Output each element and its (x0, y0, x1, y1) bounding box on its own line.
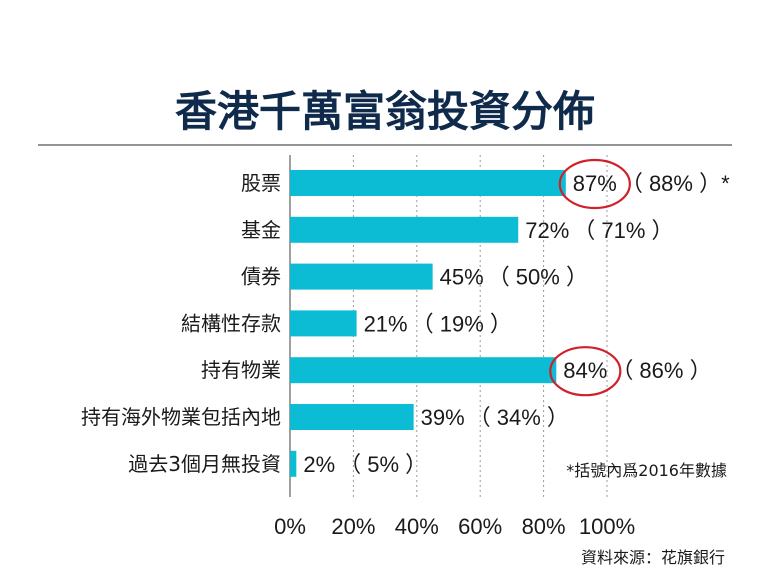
value-label: 2% (303, 452, 335, 477)
category-label: 股票 (241, 171, 281, 195)
comparison-label: （ 71% ） (573, 218, 673, 243)
comparison-label: （ 50% ） (488, 265, 588, 290)
category-label: 過去3個月無投資 (128, 452, 281, 476)
bar (290, 263, 433, 290)
x-tick-label: 0% (274, 514, 306, 539)
comparison-label: （ 5% ） (339, 452, 427, 477)
highlight-circle (558, 158, 631, 210)
value-label: 39% (421, 405, 465, 430)
bar (290, 170, 566, 196)
bar (290, 357, 557, 384)
comparison-label: （ 19% ） (412, 311, 512, 336)
x-axis-ticks: 0% 20% 40% 60% 80% 100% (274, 514, 635, 539)
x-tick-label: 20% (331, 514, 375, 539)
x-tick-label: 80% (522, 514, 566, 539)
bar (290, 216, 519, 243)
value-label: 21% (364, 311, 408, 336)
category-label: 持有物業 (201, 358, 281, 382)
x-tick-label: 40% (395, 514, 439, 539)
footnote: *括號內爲2016年數據 (566, 461, 727, 480)
bars (290, 170, 566, 477)
category-label: 基金 (241, 218, 281, 242)
bar (290, 310, 357, 337)
value-label: 45% (440, 265, 484, 290)
comparison-label: （ 88% ）* (621, 171, 730, 196)
value-label: 84% (563, 358, 607, 383)
comparison-label: （ 86% ） (611, 358, 711, 383)
bar (290, 450, 297, 477)
comparison-label: （ 34% ） (469, 405, 569, 430)
labels: 股票 87% （ 88% ）* 基金 72% （ 71% ） 債券 45% （ 50% ） 結構性… (81, 158, 730, 477)
chart-title: 香港千萬富翁投資分佈 (175, 87, 595, 136)
highlight-circle (549, 346, 622, 397)
x-tick-label: 100% (579, 514, 635, 539)
x-tick-label: 60% (458, 514, 502, 539)
bar (290, 404, 414, 430)
category-label: 結構性存款 (181, 311, 281, 335)
value-label: 87% (573, 171, 617, 196)
value-label: 72% (525, 218, 569, 243)
source-credit: 資料來源：花旗銀行 (581, 548, 725, 567)
category-label: 債券 (241, 265, 281, 289)
category-label: 持有海外物業包括內地 (81, 405, 281, 429)
